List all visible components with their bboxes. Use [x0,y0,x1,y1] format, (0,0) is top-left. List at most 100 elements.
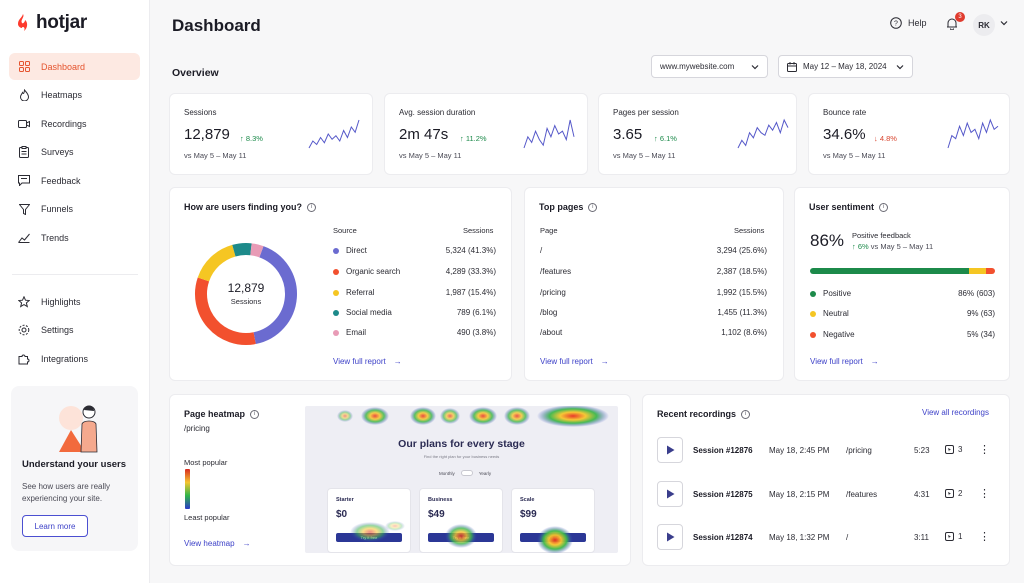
donut-slice[interactable] [197,244,236,282]
sidebar: hotjar Dashboard Heatmaps Recordings Sur… [0,0,150,583]
view-all-recordings-link[interactable]: View all recordings [922,408,989,417]
stat-compare: vs May 5 – May 11 [823,151,886,160]
page-row-path[interactable]: /about [540,328,563,337]
sidebar-item-settings[interactable]: Settings [9,317,140,344]
recording-date: May 18, 2:45 PM [769,446,830,455]
stat-card-pages-per-session[interactable]: Pages per session 3.65 ↑ 6.1% vs May 5 –… [598,93,797,175]
recording-row[interactable]: Session #12874 May 18, 1:32 PM / 3:11 1 … [657,524,997,550]
stat-card-avg-duration[interactable]: Avg. session duration 2m 47s ↑ 11.2% vs … [384,93,588,175]
sidebar-item-dashboard[interactable]: Dashboard [9,53,140,80]
source-row[interactable]: Organic search [333,267,400,276]
donut-slice[interactable] [232,243,252,257]
info-icon[interactable]: i [741,409,751,419]
page-row-path[interactable]: /blog [540,308,558,317]
help-button[interactable]: ? Help [890,17,927,29]
top-pages-card: Top pages i Page Sessions [524,187,784,381]
stat-card-bounce-rate[interactable]: Bounce rate 34.6% ↓ 4.8% vs May 5 – May … [808,93,1010,175]
preview-title: Our plans for every stage [398,438,525,450]
date-range-select[interactable]: May 12 – May 18, 2024 [778,55,913,78]
sidebar-item-feedback[interactable]: Feedback [9,167,140,194]
legend-dot [810,290,816,297]
avatar[interactable]: RK [973,14,995,36]
sparkline [523,119,575,149]
play-button[interactable] [657,481,683,507]
sidebar-item-funnels[interactable]: Funnels [9,196,140,223]
heatmap-overlay-bottom [350,521,573,553]
toggle-yearly: Yearly [478,470,492,476]
recording-clicks-count: 2 [958,489,963,498]
view-full-report-link[interactable]: View full report → [333,357,402,366]
help-icon: ? [890,17,902,29]
recording-clicks: 1 [945,532,962,541]
heatmap-preview[interactable]: Our plans for every stage Find the right… [305,406,618,553]
column-header-sessions: Sessions [734,226,765,235]
hotjar-logo[interactable]: hotjar [16,12,87,34]
funnel-icon [18,203,30,215]
page-row-path[interactable]: / [540,246,543,255]
info-icon[interactable]: i [588,202,598,212]
info-icon[interactable]: i [879,202,889,212]
chevron-down-icon[interactable] [1000,20,1008,26]
play-button[interactable] [657,524,683,550]
stat-compare: vs May 5 – May 11 [399,151,462,160]
source-name: Social media [346,308,392,317]
chat-icon [18,175,30,187]
sidebar-item-surveys[interactable]: Surveys [9,139,140,166]
recording-duration: 3:11 [914,533,929,542]
sidebar-item-heatmaps[interactable]: Heatmaps [9,82,140,109]
donut-center-label: Sessions [230,297,262,306]
source-row[interactable]: Direct [333,246,367,255]
source-row[interactable]: Email [333,328,366,337]
site-select[interactable]: www.mywebsite.com [651,55,768,78]
sources-donut-chart [195,243,297,345]
stat-card-sessions[interactable]: Sessions 12,879 ↑ 8.3% vs May 5 – May 11 [169,93,373,175]
source-name: Organic search [346,267,401,276]
info-icon[interactable]: i [307,202,317,212]
view-full-report-link[interactable]: View full report → [540,357,609,366]
donut-slice[interactable] [250,243,264,258]
page-row-path[interactable]: /pricing [540,288,566,297]
chevron-down-icon [896,64,904,69]
donut-slice[interactable] [195,277,256,345]
bell-icon[interactable] [946,17,958,30]
arrow-right-icon: → [600,357,609,366]
plan-price: $99 [520,509,537,520]
sparkline [947,118,999,149]
sources-card: How are users finding you? i Source Sess… [169,187,512,381]
sidebar-item-label: Integrations [41,353,89,364]
sentiment-change-arrow: ↑ 6% [852,242,869,251]
link-label: View full report [333,357,386,366]
stat-value: 2m 47s [399,126,449,143]
recording-row[interactable]: Session #12876 May 18, 2:45 PM /pricing … [657,437,997,463]
play-button[interactable] [657,437,683,463]
sidebar-item-highlights[interactable]: Highlights [9,288,140,315]
donut-slice[interactable] [253,246,297,345]
overview-title: Overview [172,67,219,79]
view-full-report-link[interactable]: View full report → [810,357,879,366]
recording-row[interactable]: Session #12875 May 18, 2:15 PM /features… [657,481,997,507]
page-row-path[interactable]: /features [540,267,572,276]
info-icon[interactable]: i [250,409,260,419]
stat-label: Avg. session duration [399,108,476,117]
source-row[interactable]: Referral [333,288,374,297]
sidebar-item-integrations[interactable]: Integrations [9,345,140,372]
more-vertical-icon[interactable]: ⋮ [979,531,990,543]
clipboard-icon [18,146,30,158]
source-row[interactable]: Social media [333,308,392,317]
learn-more-button[interactable]: Learn more [22,515,88,537]
stat-value: 34.6% [823,126,866,143]
recording-id: Session #12875 [693,490,753,499]
recording-id: Session #12874 [693,533,753,542]
view-heatmap-link[interactable]: View heatmap → [184,539,251,548]
page-row-value: 3,294 (25.6%) [716,246,767,255]
promo-title: Understand your users [22,459,126,470]
sentiment-row-value: 5% (34) [966,330,995,339]
sidebar-item-label: Heatmaps [41,90,83,100]
more-vertical-icon[interactable]: ⋮ [979,444,990,456]
sentiment-card: User sentiment i [794,187,1010,381]
sidebar-item-trends[interactable]: Trends [9,224,140,251]
stat-compare: vs May 5 – May 11 [184,151,247,160]
more-vertical-icon[interactable]: ⋮ [979,488,990,500]
stat-value: 3.65 [613,126,643,143]
sidebar-item-recordings[interactable]: Recordings [9,110,140,137]
